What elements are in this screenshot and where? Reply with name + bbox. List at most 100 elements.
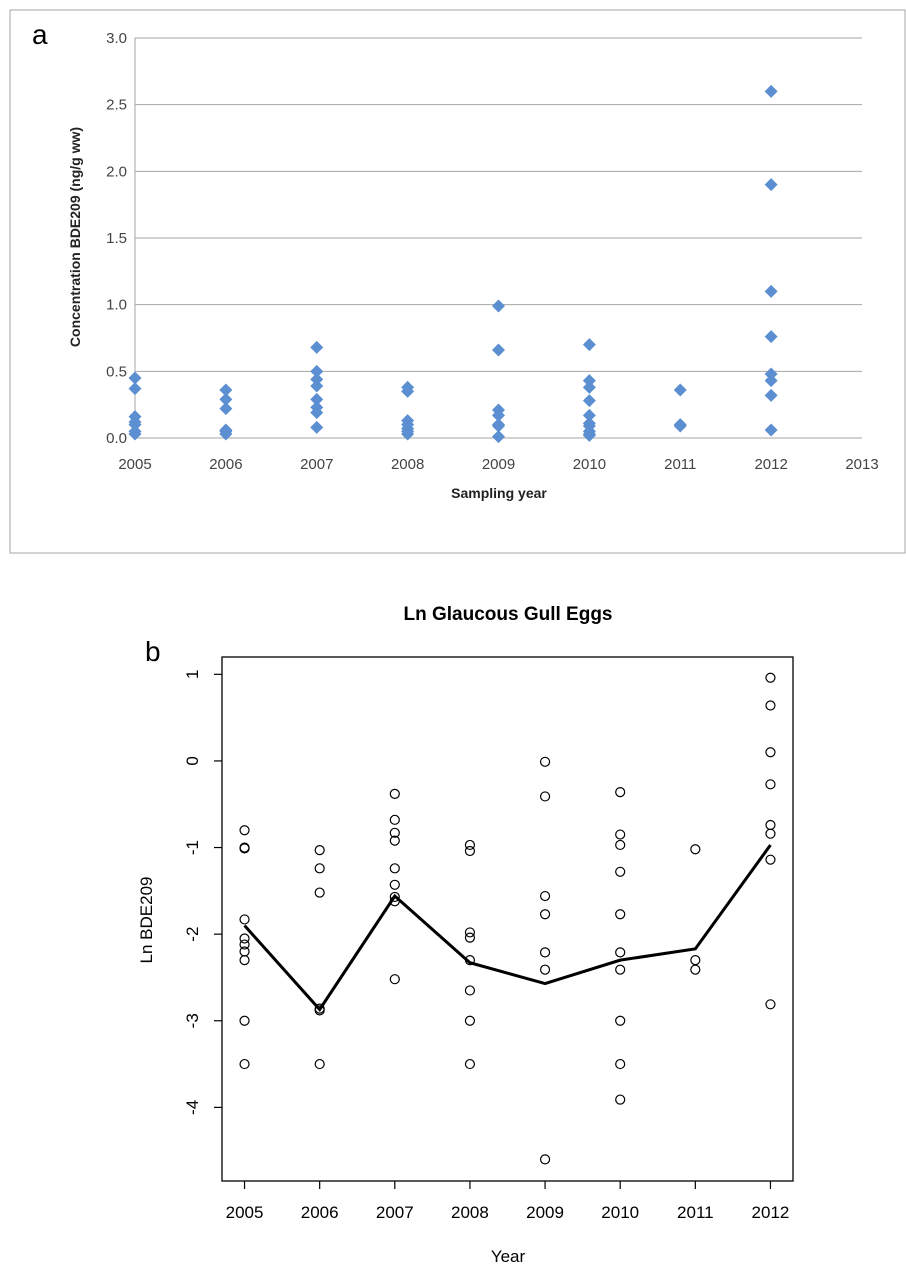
panel-a-data-point (764, 330, 778, 344)
panel-a-x-tick-label: 2013 (845, 456, 878, 473)
panel-b-title: Ln Glaucous Gull Eggs (403, 604, 612, 625)
panel-b-x-tick-label: 2008 (451, 1203, 489, 1222)
panel-b-data-point (615, 947, 626, 958)
panel-a-y-tick-labels: 0.0 0.5 1.0 1.5 2.0 2.5 3.0 (106, 30, 127, 447)
panel-a-x-tick-label: 2008 (391, 456, 424, 473)
panel-b-data-point (239, 955, 250, 966)
panel-a-data-point (764, 84, 778, 98)
panel-a-data-point (764, 284, 778, 298)
panel-a: a 0.0 0.5 1.0 1.5 2.0 2.5 3.0 2005 2006 2007 2008… (9, 9, 906, 554)
panel-a-data-point (128, 382, 142, 396)
panel-a-data-point (219, 427, 233, 441)
panel-b-y-tick-label: -2 (183, 927, 202, 942)
panel-b-letter: b (145, 636, 161, 667)
panel-b-data-point (314, 845, 325, 856)
panel-b-data-point (539, 791, 551, 802)
panel-b-data-point (239, 825, 250, 836)
panel-a-data-point (492, 430, 505, 444)
panel-b-data-point (539, 756, 551, 767)
panel-b-trend-line-path (243, 844, 772, 1012)
panel-b-data-point (615, 839, 626, 851)
panel-b-data-point (539, 909, 551, 920)
panel-a-data-point (492, 408, 505, 422)
panel-a-gridlines (134, 37, 862, 439)
panel-b-x-tick-label: 2006 (301, 1203, 339, 1222)
panel-b-data-point (239, 1058, 250, 1070)
panel-b-data-point (464, 1015, 476, 1026)
panel-b-data-point (239, 914, 250, 925)
panel-a-x-tick-label: 2007 (300, 456, 333, 473)
panel-a-data-point (582, 394, 596, 408)
panel-a-data-point (764, 367, 778, 381)
panel-a-data-point (764, 178, 778, 192)
panel-b-data-point (615, 1058, 626, 1070)
panel-b-data-point (464, 927, 476, 938)
panel-b-data-point (539, 964, 551, 975)
panel-b-data-point (389, 974, 400, 985)
panel-b-data-point (690, 964, 701, 975)
panel-b-x-tick-label: 2007 (376, 1203, 414, 1222)
panel-b-data-point (389, 896, 400, 907)
panel-a-data-point (128, 371, 142, 385)
panel-b-y-tick-label: -1 (183, 840, 202, 855)
panel-b-data-point (539, 1154, 551, 1165)
panel-a-data-point (492, 343, 505, 357)
panel-b-data-point (765, 999, 776, 1010)
panel-a-data-point (673, 383, 687, 397)
panel-a-data-point (310, 340, 324, 354)
panel-b-x-tick-label: 2005 (226, 1203, 264, 1222)
panel-a-y-tick-label: 2.0 (106, 163, 127, 180)
panel-a-x-tick-label: 2009 (482, 456, 515, 473)
panel-a-data-point (219, 392, 233, 406)
panel-a-data-point (582, 408, 596, 422)
panel-a-data-point (310, 406, 324, 420)
panel-a-data-point (582, 428, 596, 442)
panel-b-data-point (615, 964, 626, 975)
panel-a-y-tick-label: 0.0 (106, 430, 127, 447)
panel-a-data-point (492, 419, 505, 433)
panel-a-data-point (219, 402, 233, 416)
panel-a-data-point (401, 427, 415, 441)
panel-b-data-point (239, 843, 250, 854)
panel-b-data-point (389, 788, 400, 799)
panel-b-data-point (389, 827, 400, 838)
panel-b-data-point (615, 829, 626, 840)
panel-a-points (128, 84, 778, 444)
panel-b-trend-line (243, 844, 772, 1012)
panel-b-data-point (765, 747, 776, 758)
panel-b-data-point (615, 787, 626, 798)
panel-a-data-point (128, 418, 142, 432)
panel-a-letter: a (32, 19, 48, 50)
panel-a-data-point (310, 364, 324, 378)
panel-b-data-point (765, 700, 776, 711)
panel-b-data-point (239, 939, 250, 950)
panel-a-x-tick-label: 2010 (573, 456, 606, 473)
panel-a-data-point (582, 338, 596, 352)
panel-b-y-axis-title: Ln BDE209 (137, 877, 156, 964)
panel-b-data-point (765, 828, 776, 839)
panel-a-x-axis-title: Sampling year (451, 485, 547, 501)
panel-a-data-point (310, 392, 324, 406)
panel-a-data-point (219, 383, 233, 397)
panel-b-points (239, 672, 776, 1165)
panel-b-data-point (464, 839, 476, 851)
panel-b-data-point (389, 863, 400, 874)
panel-b-data-point (389, 879, 400, 890)
panel-a-frame (9, 9, 906, 554)
panel-a-data-point (673, 419, 687, 433)
panel-b-x-ticks: 2005 2006 2007 2008 2009 2010 2011 2012 (226, 1181, 789, 1222)
panel-a-data-point (401, 384, 415, 398)
panel-b-data-point (389, 814, 400, 825)
panel-b-data-point (239, 946, 250, 957)
panel-a-x-tick-label: 2012 (754, 456, 787, 473)
panel-b-x-axis-title: Year (491, 1247, 526, 1266)
panel-b-data-point (239, 933, 250, 944)
panel-b-data-point (314, 863, 325, 874)
panel-a-y-tick-label: 2.5 (106, 97, 127, 114)
panel-a-x-tick-labels: 2005 2006 2007 2008 2009 2010 2011 2012 2013 (118, 456, 878, 473)
panel-b-x-tick-label: 2011 (677, 1203, 714, 1222)
panel-b-data-point (765, 854, 776, 865)
panel-b-data-point (615, 1094, 626, 1105)
panel-b-data-point (314, 1058, 325, 1070)
